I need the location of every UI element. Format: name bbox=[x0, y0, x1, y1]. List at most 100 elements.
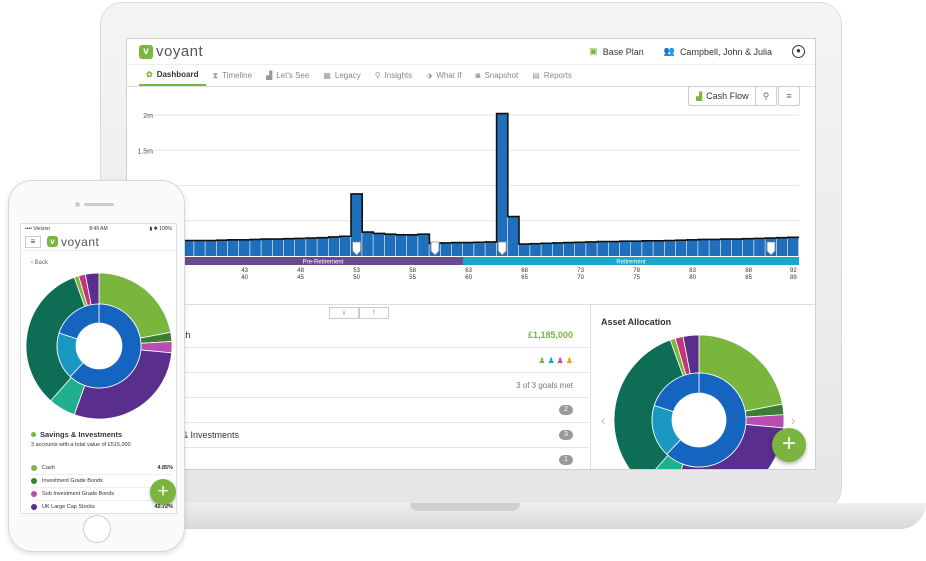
list-item-savings-investments[interactable]: s & Investments 3 bbox=[127, 423, 589, 448]
desktop-app-screen: v voyant ▣ Base Plan 👥 Campbell, John & … bbox=[126, 38, 816, 470]
back-label: Back bbox=[34, 260, 49, 266]
list-item-goals[interactable]: 3 of 3 goals met bbox=[127, 373, 589, 398]
phase-band bbox=[183, 257, 463, 265]
x-tick-label-top: 58 bbox=[409, 268, 416, 274]
brand-name: voyant bbox=[156, 43, 204, 60]
tab-legacy[interactable]: ▦ Legacy bbox=[316, 65, 367, 86]
tab-insights[interactable]: ⚲ Insights bbox=[368, 65, 419, 86]
main-tabs: ✿ Dashboard ⧗ Timeline ▟ Let's See ▦ Legacy … bbox=[127, 65, 815, 87]
cash-flow-bar bbox=[619, 241, 631, 256]
cash-flow-bar bbox=[283, 238, 295, 256]
add-button[interactable]: + bbox=[772, 428, 806, 462]
legend-swatch bbox=[31, 465, 37, 471]
tab-label: Snapshot bbox=[484, 71, 519, 80]
plan-selector[interactable]: ▣ Base Plan bbox=[589, 46, 644, 57]
x-tick-label-bottom: 45 bbox=[297, 275, 304, 281]
tab-label: Insights bbox=[384, 71, 413, 80]
x-tick-label-top: 92 bbox=[790, 268, 797, 274]
list-icon: ≡ bbox=[786, 91, 792, 101]
cash-flow-bar bbox=[306, 238, 317, 256]
home-button[interactable] bbox=[83, 515, 111, 543]
cash-flow-bar bbox=[709, 239, 720, 256]
voyant-logo[interactable]: v voyant bbox=[139, 43, 203, 60]
chevron-right-icon[interactable]: › bbox=[791, 413, 796, 428]
tab-dashboard[interactable]: ✿ Dashboard bbox=[139, 65, 206, 86]
voyant-logo[interactable]: v voyant bbox=[47, 235, 99, 249]
what-if-icon: ⬗ bbox=[426, 71, 433, 80]
add-button[interactable]: + bbox=[150, 479, 176, 505]
cash-flow-bar bbox=[384, 234, 396, 256]
milestone-shield-icon bbox=[497, 241, 507, 256]
cash-flow-bar bbox=[339, 236, 351, 256]
plus-icon: + bbox=[781, 430, 796, 457]
list-item-row6[interactable]: ty 1 bbox=[127, 448, 589, 469]
x-tick-label-bottom: 70 bbox=[577, 275, 584, 281]
expand-up-button[interactable]: ↑ bbox=[359, 307, 389, 319]
cash-flow-bar bbox=[496, 113, 508, 256]
cash-flow-button[interactable]: ▟ Cash Flow bbox=[688, 86, 757, 106]
count-badge: 1 bbox=[559, 455, 573, 465]
cash-flow-bar bbox=[362, 232, 373, 256]
x-tick-label-bottom: 65 bbox=[521, 275, 528, 281]
milestone-shield-icon bbox=[352, 241, 361, 256]
cash-flow-bar bbox=[328, 236, 340, 256]
timeline-icon: ⧗ bbox=[212, 70, 219, 80]
allocation-inner-slice bbox=[58, 303, 100, 340]
lower-panels: ↓ ↑ orth £1,185,000 e ♟ ♟ ♟ ♟ bbox=[127, 304, 815, 469]
legend-swatch bbox=[31, 491, 37, 497]
holding-label: UK Large Cap Stocks bbox=[42, 504, 95, 510]
cash-flow-bar bbox=[541, 243, 552, 256]
hamburger-menu-icon[interactable]: ≡ bbox=[25, 235, 41, 248]
tab-snapshot[interactable]: ◙ Snapshot bbox=[469, 65, 526, 86]
client-selector[interactable]: 👥 Campbell, John & Julia bbox=[664, 46, 772, 57]
x-tick-label-bottom: 85 bbox=[745, 275, 752, 281]
x-tick-label-bottom: 55 bbox=[409, 275, 416, 281]
phase-band bbox=[463, 257, 799, 265]
list-item[interactable]: Cash 4.85% bbox=[31, 462, 173, 475]
x-tick-label-top: 83 bbox=[689, 268, 696, 274]
list-item[interactable]: Investment Grade Bonds bbox=[31, 475, 173, 488]
zoom-button[interactable]: ⚲ bbox=[755, 86, 777, 106]
cash-flow-bar bbox=[687, 239, 698, 256]
cash-flow-bar bbox=[653, 240, 664, 256]
list-item-people[interactable]: e ♟ ♟ ♟ ♟ bbox=[127, 348, 589, 373]
cash-flow-bar bbox=[731, 239, 743, 256]
phase-label: Pre-Retirement bbox=[303, 260, 344, 266]
tab-lets-see[interactable]: ▟ Let's See bbox=[259, 65, 316, 86]
client-label: Campbell, John & Julia bbox=[679, 46, 772, 57]
phone-frame: •••• Verizon 8:49 AM ▮ ✱ 100% ≡ v voyant… bbox=[8, 180, 185, 552]
cash-flow-bar bbox=[507, 216, 519, 256]
x-tick-label-bottom: 89 bbox=[790, 275, 797, 281]
list-item-row4[interactable]: e 2 bbox=[127, 398, 589, 423]
cash-flow-bar bbox=[440, 242, 452, 256]
goals-status: 3 of 3 goals met bbox=[516, 380, 573, 390]
x-tick-label-bottom: 40 bbox=[241, 275, 248, 281]
list-item[interactable]: UK Large Cap Stocks 42.72% bbox=[31, 501, 173, 513]
user-account-icon[interactable]: ● bbox=[792, 45, 805, 58]
list-view-button[interactable]: ≡ bbox=[778, 86, 800, 106]
collapse-down-button[interactable]: ↓ bbox=[329, 307, 359, 319]
person-icon: ♟ bbox=[556, 355, 564, 365]
list-item[interactable]: Sub Investment Grade Bonds bbox=[31, 488, 173, 501]
dashboard-icon: ✿ bbox=[146, 70, 153, 79]
cash-flow-bar bbox=[194, 240, 205, 256]
cash-flow-bar bbox=[519, 244, 530, 256]
x-tick-label-bottom: 50 bbox=[353, 275, 360, 281]
allocation-inner-slice bbox=[666, 372, 747, 468]
cash-flow-bar bbox=[451, 242, 463, 256]
holding-percent: 42.72% bbox=[154, 504, 173, 510]
tab-timeline[interactable]: ⧗ Timeline bbox=[206, 65, 260, 86]
back-link[interactable]: ‹ Back bbox=[31, 260, 48, 266]
tab-reports[interactable]: ▤ Reports bbox=[525, 65, 579, 86]
list-item-net-worth[interactable]: orth £1,185,000 bbox=[127, 323, 589, 348]
section-subtitle: 3 accounts with a total value of £515,00… bbox=[31, 442, 131, 448]
cash-flow-bar bbox=[642, 240, 653, 256]
count-badge: 2 bbox=[559, 405, 573, 415]
chevron-left-icon[interactable]: ‹ bbox=[601, 413, 606, 428]
cash-flow-bar bbox=[474, 242, 485, 256]
cash-flow-label: Cash Flow bbox=[706, 91, 749, 101]
tab-what-if[interactable]: ⬗ What If bbox=[419, 65, 469, 86]
mobile-allocation-donut bbox=[25, 272, 173, 420]
